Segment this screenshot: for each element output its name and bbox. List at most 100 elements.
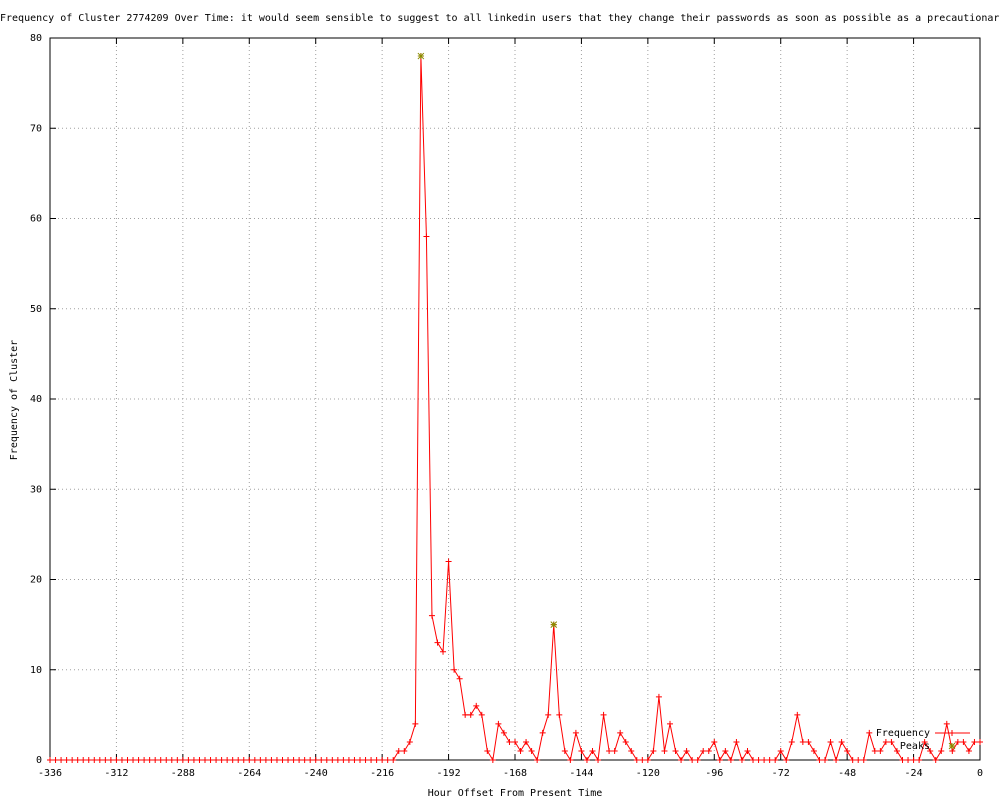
data-point xyxy=(47,757,53,763)
y-tick-label: 60 xyxy=(30,214,42,225)
data-point xyxy=(373,757,380,763)
data-point xyxy=(451,666,458,673)
data-point xyxy=(489,757,496,763)
data-point xyxy=(600,711,607,718)
data-point xyxy=(716,757,723,763)
data-point xyxy=(357,757,363,763)
data-point xyxy=(644,757,651,763)
data-point xyxy=(168,757,175,763)
data-point xyxy=(583,757,590,763)
data-point xyxy=(323,757,330,763)
x-tick-label: -336 xyxy=(38,768,62,779)
data-point xyxy=(235,757,242,763)
legend-marker xyxy=(948,742,956,750)
x-tick-label: -120 xyxy=(636,768,660,779)
data-point xyxy=(689,757,696,763)
data-point xyxy=(379,757,386,763)
data-point xyxy=(921,738,928,745)
data-point xyxy=(478,711,485,718)
data-point xyxy=(777,747,784,754)
data-point xyxy=(517,747,524,754)
data-point xyxy=(888,738,895,745)
data-point xyxy=(578,747,585,754)
data-point xyxy=(744,747,751,754)
data-point xyxy=(52,757,59,763)
data-point xyxy=(523,738,530,745)
data-point xyxy=(273,757,280,763)
data-point xyxy=(495,720,502,727)
data-point xyxy=(240,757,247,763)
data-point xyxy=(146,757,153,763)
data-point xyxy=(711,738,718,745)
legend-marker xyxy=(949,730,955,736)
data-point xyxy=(118,757,125,763)
data-point xyxy=(107,757,114,763)
data-point xyxy=(296,757,303,763)
data-point xyxy=(301,757,308,763)
data-point xyxy=(157,757,164,763)
data-point xyxy=(882,738,889,745)
data-point xyxy=(783,757,790,763)
y-axis-label: Frequency of Cluster xyxy=(9,340,20,460)
data-point xyxy=(683,747,690,754)
data-point xyxy=(866,729,873,736)
data-point xyxy=(678,757,685,763)
data-point xyxy=(766,757,773,763)
data-point xyxy=(179,757,186,763)
data-point xyxy=(733,738,740,745)
x-tick-label: -192 xyxy=(437,768,461,779)
data-point xyxy=(750,757,757,763)
data-point xyxy=(440,648,447,655)
data-point xyxy=(893,747,900,754)
data-point xyxy=(589,747,596,754)
legend-label: Peaks xyxy=(900,741,930,752)
data-point xyxy=(539,729,546,736)
data-point xyxy=(80,757,87,763)
data-point xyxy=(827,738,834,745)
x-tick-label: -48 xyxy=(838,768,856,779)
y-tick-label: 0 xyxy=(36,755,42,766)
plot-frame xyxy=(49,37,981,761)
data-point xyxy=(218,757,225,763)
data-point xyxy=(954,738,961,745)
data-point xyxy=(345,757,352,763)
data-point xyxy=(722,747,729,754)
data-point xyxy=(224,757,231,763)
data-point xyxy=(927,747,934,754)
data-point xyxy=(617,729,624,736)
data-point xyxy=(351,757,358,763)
data-point xyxy=(761,757,768,763)
data-point xyxy=(694,757,701,763)
data-point xyxy=(113,757,120,763)
data-point xyxy=(606,747,613,754)
data-point xyxy=(406,738,413,745)
data-point xyxy=(368,757,375,763)
data-point xyxy=(229,757,236,763)
data-point xyxy=(412,720,419,727)
data-point xyxy=(738,757,745,763)
data-point xyxy=(63,757,70,763)
data-point xyxy=(938,747,945,754)
data-point xyxy=(262,757,269,763)
data-point xyxy=(805,738,812,745)
data-point xyxy=(473,702,480,709)
y-tick-label: 80 xyxy=(30,33,42,44)
data-point xyxy=(611,747,618,754)
data-point xyxy=(285,757,292,763)
data-point xyxy=(960,738,967,745)
data-point xyxy=(667,720,673,727)
data-point xyxy=(417,52,425,60)
data-point xyxy=(207,757,214,763)
data-point xyxy=(268,757,275,763)
data-point xyxy=(916,757,923,763)
data-point xyxy=(727,757,734,763)
data-point xyxy=(462,711,469,718)
data-point xyxy=(860,757,867,763)
data-point xyxy=(141,757,148,763)
data-point xyxy=(395,747,402,754)
data-point xyxy=(390,757,397,763)
data-point xyxy=(318,757,325,763)
data-point xyxy=(279,757,286,763)
